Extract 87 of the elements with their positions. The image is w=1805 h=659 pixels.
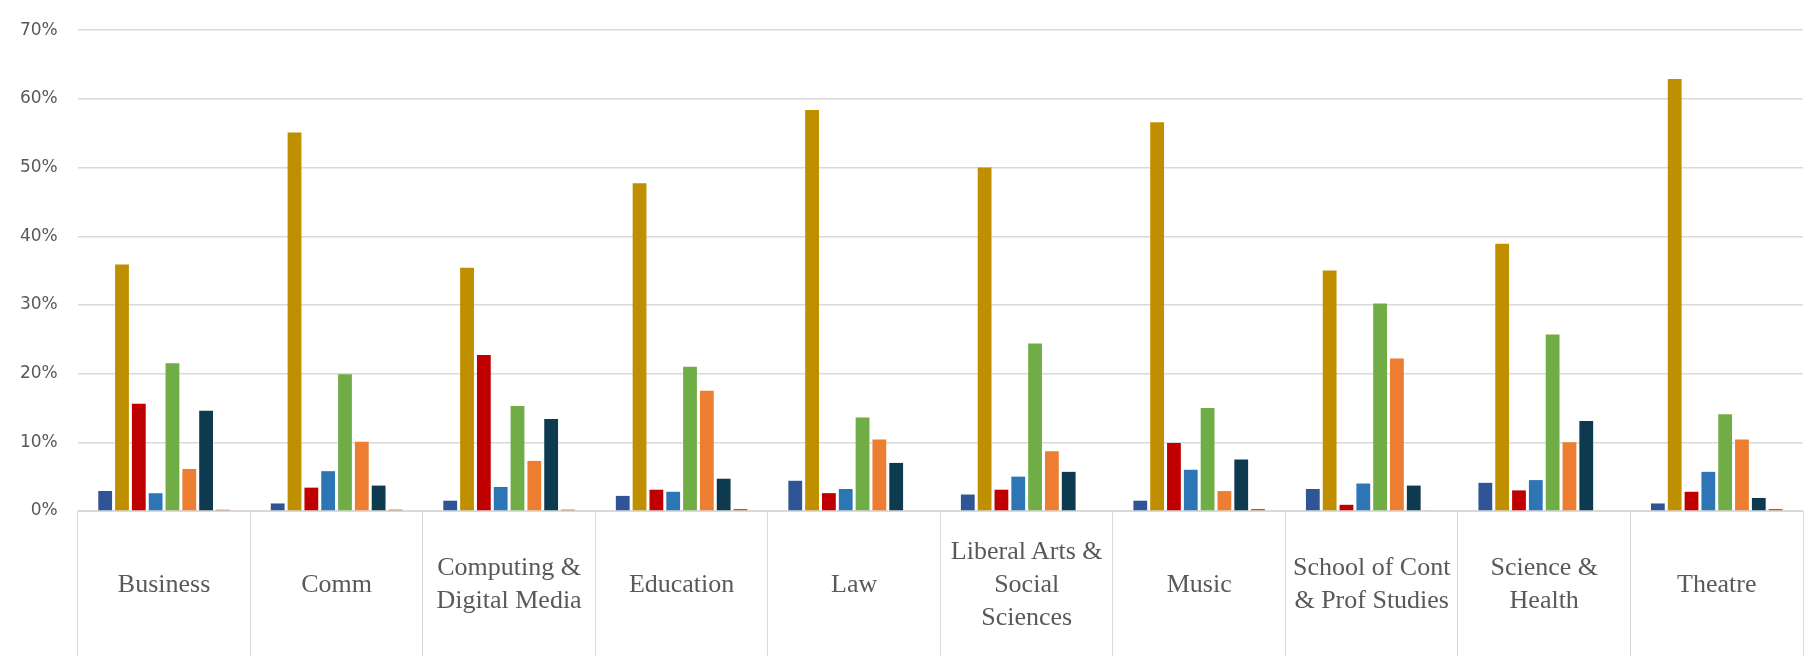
y-tick-label: 70% (19, 18, 58, 39)
bar (699, 390, 714, 511)
bar (1667, 78, 1682, 511)
bar (182, 469, 197, 511)
bar (199, 410, 213, 511)
bar (1735, 439, 1749, 511)
bar (338, 374, 352, 511)
bar (1200, 407, 1215, 511)
bar (1650, 503, 1665, 511)
bar (666, 491, 681, 511)
bar (805, 109, 819, 511)
bar (977, 167, 992, 511)
y-tick-label: 30% (19, 293, 58, 314)
bar (1701, 471, 1716, 511)
bar (960, 494, 975, 511)
bar (1217, 491, 1232, 511)
bar (1528, 480, 1543, 511)
bar (527, 460, 542, 511)
bar (1373, 303, 1387, 511)
bar (1322, 270, 1337, 511)
x-tick-label: School of Cont & Prof Studies (1292, 552, 1452, 615)
x-tick-label: Education (628, 568, 735, 598)
bar (287, 132, 302, 511)
y-tick-label: 60% (19, 87, 58, 108)
y-tick-label: 50% (19, 155, 58, 176)
bar (1390, 358, 1404, 511)
x-tick-label: Theatre (1677, 568, 1757, 598)
x-tick-label: Law (831, 568, 878, 598)
bar (788, 480, 803, 511)
bar (1044, 451, 1059, 511)
y-tick-label: 0% (30, 499, 58, 520)
bar (1305, 489, 1320, 511)
bar (632, 183, 647, 511)
bar (354, 441, 369, 511)
bar (1167, 443, 1181, 511)
bar (304, 487, 319, 511)
bar (460, 267, 474, 511)
bar (270, 503, 285, 511)
bar (476, 355, 491, 511)
x-tick-label: Comm (301, 568, 372, 598)
bar (872, 439, 887, 511)
y-tick-label: 10% (19, 430, 58, 451)
bar (683, 366, 697, 511)
bar (615, 495, 630, 511)
bar (838, 489, 853, 511)
x-tick-label: Business (117, 568, 211, 598)
bar (822, 493, 836, 511)
bar (1579, 421, 1594, 511)
bar (443, 500, 458, 511)
bar (1133, 500, 1148, 511)
bar (321, 471, 336, 511)
bar (1684, 491, 1699, 511)
bar (1562, 442, 1577, 511)
bar (716, 478, 731, 511)
bar (493, 486, 508, 511)
bar (1545, 334, 1560, 511)
bar (1356, 483, 1371, 511)
bar (131, 403, 146, 511)
x-tick-label: Computing & Digital Media (436, 552, 583, 615)
bar (649, 489, 664, 511)
bar (1751, 497, 1766, 511)
bar (1478, 482, 1493, 511)
bar (510, 405, 525, 511)
bar (1011, 476, 1026, 511)
bar (1183, 469, 1198, 511)
bar (1718, 414, 1733, 511)
x-tick-label: Liberal Arts & Social Sciences (950, 535, 1103, 631)
bar (1028, 343, 1042, 511)
bar (148, 493, 163, 511)
bar (855, 417, 870, 511)
bar (1150, 122, 1165, 511)
bar (1495, 243, 1510, 511)
y-tick-label: 20% (19, 362, 58, 383)
bar (544, 418, 559, 511)
bar (1406, 485, 1421, 511)
bar (1234, 459, 1249, 511)
bar (889, 462, 904, 511)
bar (994, 489, 1009, 511)
y-tick-label: 40% (19, 224, 58, 245)
bar (1061, 471, 1076, 511)
bar (98, 491, 113, 511)
bar (1512, 490, 1526, 511)
x-tick-label: Science & Health (1490, 552, 1599, 615)
x-tick-label: Music (1166, 568, 1232, 598)
bar (115, 264, 129, 511)
bar (371, 485, 386, 511)
bar (165, 363, 180, 511)
